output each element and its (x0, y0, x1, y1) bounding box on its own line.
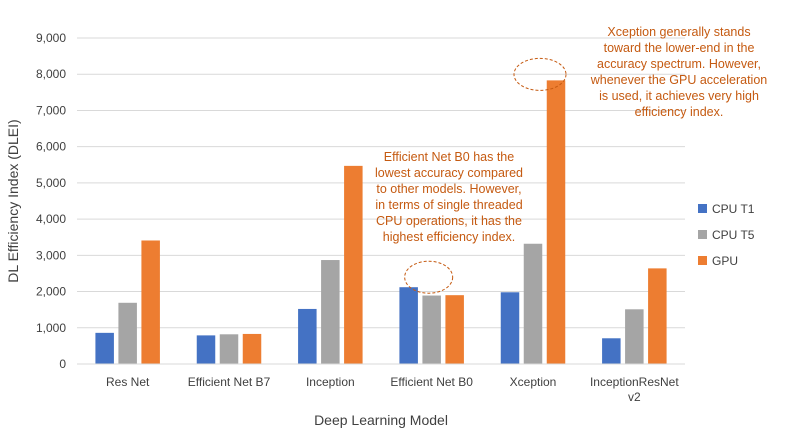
x-tick-label: Inception (306, 375, 355, 389)
legend-swatch (698, 204, 707, 213)
x-axis-ticks: Res Net Efficient Net B7 Inception Efficien… (106, 375, 679, 404)
highlight-ellipse (404, 260, 454, 294)
y-axis-title: DL Efficiency Index (DLEI) (5, 119, 21, 282)
highlight-ellipse (513, 57, 567, 91)
x-tick-label: Efficient Net B0 (390, 375, 473, 389)
bar (95, 332, 114, 364)
y-tick-label: 5,000 (36, 176, 66, 190)
y-tick-label: 9,000 (36, 31, 66, 45)
x-tick-label: Xception (510, 375, 557, 389)
bar (118, 302, 137, 364)
bar (625, 309, 644, 364)
y-tick-label: 3,000 (36, 248, 66, 262)
bar (602, 338, 621, 364)
bar (219, 334, 239, 364)
y-tick-label: 4,000 (36, 212, 66, 226)
x-tick-label: Efficient Net B7 (188, 375, 271, 389)
y-tick-label: 7,000 (36, 103, 66, 117)
x-tick-label: Res Net (106, 375, 150, 389)
bar (500, 292, 520, 364)
y-tick-label: 0 (59, 357, 66, 371)
bar (422, 295, 441, 364)
legend: CPU T1 CPU T5 GPU (698, 202, 755, 268)
annotation-text: Xception generally stands toward the lowe… (590, 25, 768, 119)
x-axis-title: Deep Learning Model (314, 412, 448, 428)
bar (321, 260, 340, 364)
bar (242, 333, 262, 364)
bar (298, 308, 317, 364)
bar (546, 80, 566, 364)
bar (399, 287, 418, 364)
legend-swatch (698, 256, 707, 265)
bar (196, 335, 216, 364)
y-axis-ticks: 0 1,000 2,000 3,000 4,000 5,000 6,000 7,000 8,00… (36, 31, 66, 371)
x-tick-label: InceptionResNet v2 (590, 375, 679, 404)
annotation-text: Efficient Net B0 has the lowest accuracy … (375, 150, 523, 244)
y-tick-label: 6,000 (36, 140, 66, 154)
annotations: Efficient Net B0 has the lowest accuracy … (375, 25, 768, 294)
legend-label: CPU T1 (712, 202, 755, 216)
bar (344, 165, 363, 364)
bar-series (95, 80, 667, 364)
bar (141, 240, 160, 364)
bar (648, 268, 667, 364)
legend-label: GPU (712, 254, 738, 268)
gridlines (77, 37, 685, 329)
bar (445, 295, 464, 364)
legend-label: CPU T5 (712, 228, 755, 242)
y-tick-label: 2,000 (36, 285, 66, 299)
y-tick-label: 1,000 (36, 321, 66, 335)
legend-swatch (698, 230, 707, 239)
bar (523, 243, 543, 364)
y-tick-label: 8,000 (36, 67, 66, 81)
